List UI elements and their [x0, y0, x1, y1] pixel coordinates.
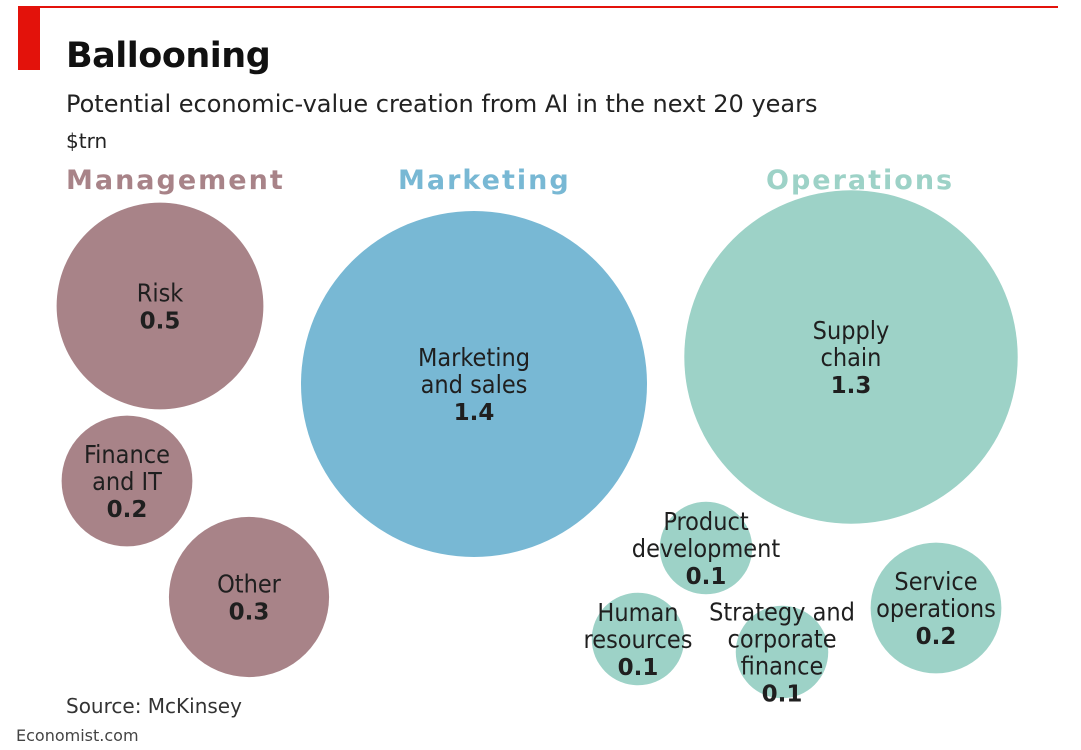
source-note: Source: McKinsey — [66, 694, 242, 718]
chart-title: Ballooning — [66, 36, 271, 76]
bubble-label-product-development: Product development 0.1 — [632, 507, 781, 590]
bubble-finance-and-it — [61, 415, 193, 547]
bubble-label-marketing-and-sales: Marketing and sales 1.4 — [418, 343, 530, 426]
bubble-value-service-operations: 0.2 — [916, 624, 957, 650]
economist-red-tag — [18, 8, 40, 70]
footer-credit: Economist.com — [16, 726, 139, 745]
bubble-service-operations — [870, 542, 1002, 674]
bubble-human-resources — [591, 592, 685, 686]
bubble-value-strategy-and-corporate-finance: 0.1 — [762, 681, 803, 707]
bubble-value-risk: 0.5 — [140, 308, 181, 334]
bubble-label-risk: Risk 0.5 — [137, 278, 184, 334]
bubble-supply-chain — [684, 190, 1018, 524]
bubble-label-strategy-and-corporate-finance: Strategy and corporate finance 0.1 — [709, 597, 855, 707]
group-label-management: Management — [66, 165, 285, 196]
bubble-strategy-and-corporate-finance — [735, 605, 829, 699]
group-label-marketing: Marketing — [398, 165, 571, 196]
bubble-label-other: Other 0.3 — [217, 569, 282, 625]
bubble-value-marketing-and-sales: 1.4 — [454, 400, 495, 426]
bubble-label-supply-chain: Supply chain 1.3 — [813, 316, 890, 399]
bubble-label-service-operations: Service operations 0.2 — [876, 567, 996, 650]
bubble-value-product-development: 0.1 — [686, 564, 727, 590]
top-rule — [18, 6, 1058, 8]
bubble-value-finance-and-it: 0.2 — [107, 497, 148, 523]
bubble-value-human-resources: 0.1 — [618, 655, 659, 681]
bubble-other — [168, 516, 330, 678]
bubble-marketing-and-sales — [301, 211, 647, 557]
chart-unit: $trn — [66, 129, 108, 153]
bubble-label-human-resources: Human resources 0.1 — [584, 598, 693, 681]
chart-subtitle: Potential economic-value creation from A… — [66, 90, 818, 118]
bubble-value-other: 0.3 — [229, 599, 270, 625]
bubble-risk — [56, 202, 264, 410]
bubble-label-finance-and-it: Finance and IT 0.2 — [84, 440, 170, 523]
bubble-value-supply-chain: 1.3 — [831, 373, 872, 399]
bubble-product-development — [659, 501, 753, 595]
